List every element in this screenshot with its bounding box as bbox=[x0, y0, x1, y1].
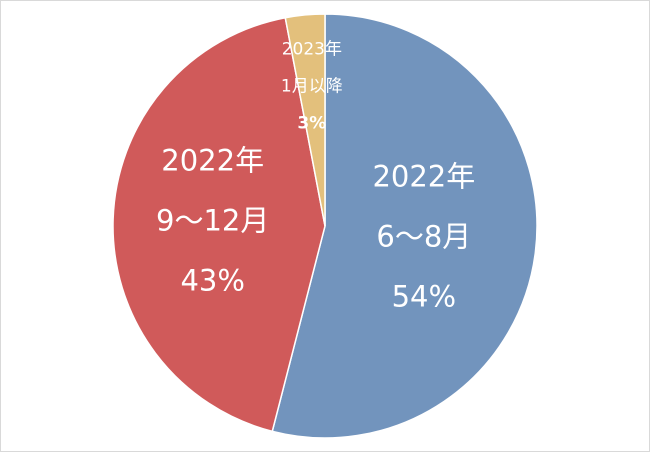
pie-slice bbox=[271, 13, 538, 439]
slice-label: 2023年 bbox=[282, 40, 342, 60]
value-label: 43% bbox=[180, 263, 244, 297]
slice-label: 2022年 bbox=[372, 159, 475, 193]
slice-label: 2022年 bbox=[161, 143, 264, 177]
pie-slice bbox=[284, 13, 326, 227]
value-label: 3% bbox=[297, 114, 326, 134]
value-label: 54% bbox=[392, 279, 456, 313]
slice-label: 9～12月 bbox=[156, 203, 269, 237]
slice-label: 6～8月 bbox=[376, 219, 471, 253]
pie-slice bbox=[112, 16, 326, 433]
slice-label: 1月以降 bbox=[281, 77, 343, 97]
